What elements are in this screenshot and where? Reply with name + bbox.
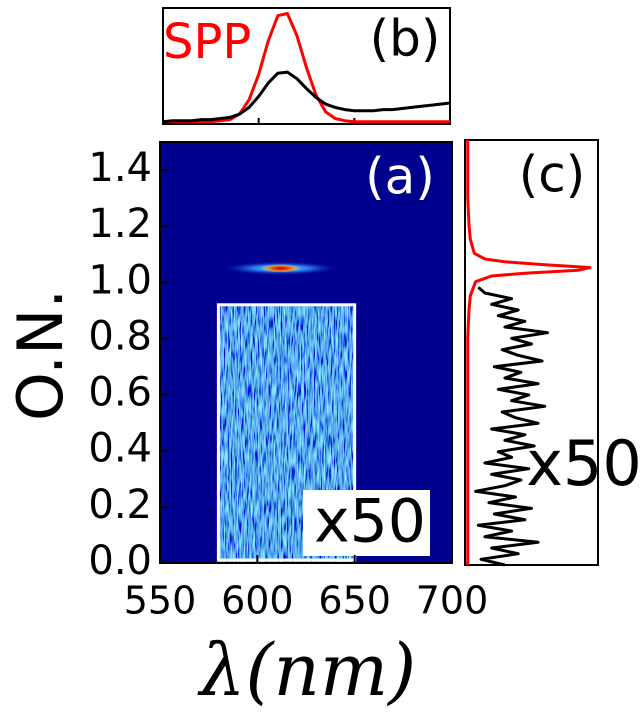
y-tick-label: 0.8 [88, 313, 152, 359]
panel-b: SPP (b) [162, 7, 451, 125]
y-tick-label: 0.6 [88, 370, 152, 416]
plot-frame [159, 141, 453, 564]
y-tick-label: 0.2 [88, 482, 152, 528]
y-tick-label: 0.0 [88, 538, 152, 584]
panel-label: (a) [365, 148, 435, 206]
x-axis-label: λ(nm) [197, 628, 416, 712]
annotation: x50 [526, 427, 642, 500]
inset-label: x50 [314, 487, 426, 557]
series-line [163, 12, 450, 124]
peak-core [260, 264, 301, 273]
x-tick-label: 550 [124, 579, 197, 623]
legend-label: SPP [163, 14, 251, 70]
x-tick-label: 600 [221, 579, 294, 623]
y-axis-label: O.N. [4, 289, 77, 421]
y-tick-label: 0.4 [88, 426, 152, 472]
y-tick-label: 1.2 [88, 201, 152, 247]
panel-label: (c) [519, 146, 586, 204]
y-tick-label: 1.4 [88, 145, 152, 191]
x-tick-label: 700 [416, 579, 489, 623]
x-tick-label: 650 [318, 579, 391, 623]
inset-label-bg [303, 490, 430, 556]
series-line [474, 286, 549, 567]
panel-a: x50 (a) 0.0 0.2 0.4 0.6 0.8 1.0 1.2 1.4 550 600 650 7… [4, 141, 489, 712]
y-tick-label: 1.0 [88, 257, 152, 303]
panel-label: (b) [370, 10, 441, 68]
plot-frame [464, 139, 599, 566]
series-line [162, 70, 451, 124]
series-line [466, 140, 592, 565]
inset-frame [216, 303, 357, 562]
panel-c: (c) x50 [464, 139, 642, 567]
